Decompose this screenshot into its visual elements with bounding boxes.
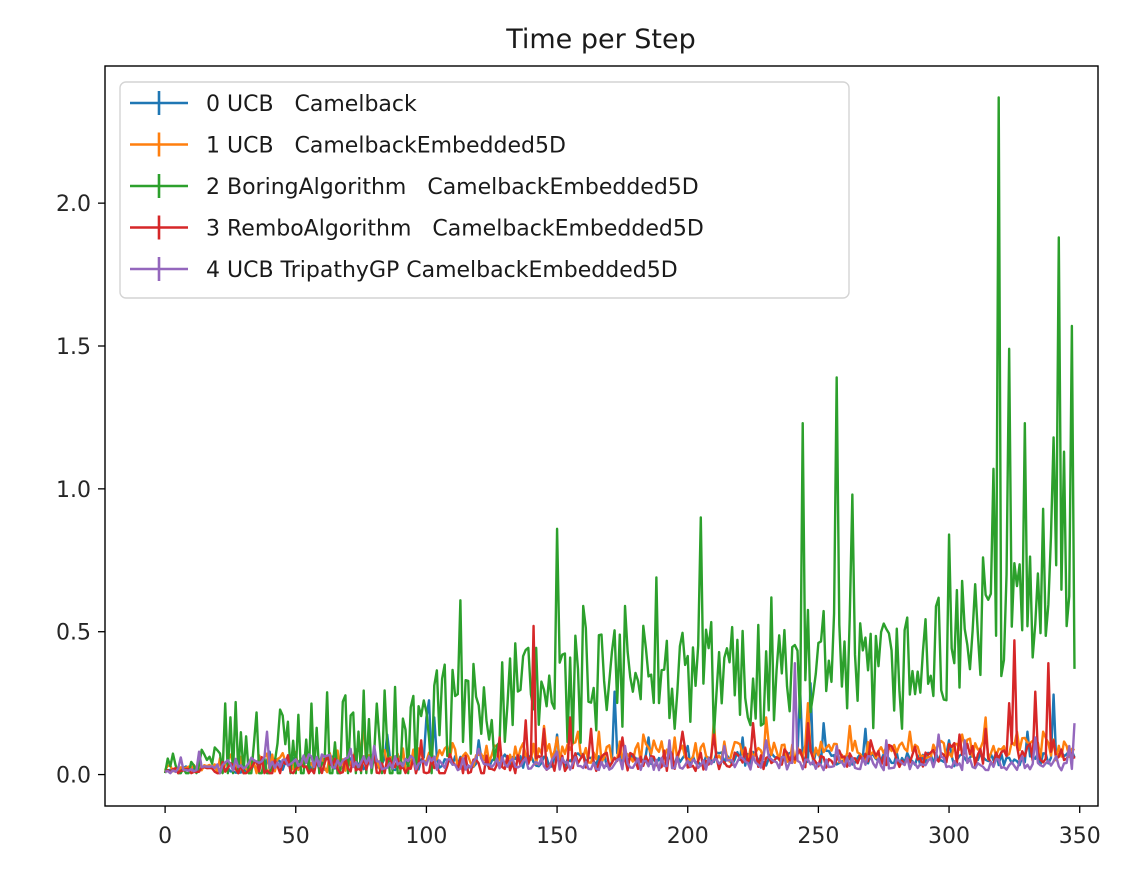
- y-tick-label: 0.5: [56, 621, 91, 646]
- axes-layer: 0 50 100 150 200 250 300 350 0.0 0.5 1.0 1.5 2.0: [56, 65, 1101, 849]
- x-tick-label: 300: [928, 824, 970, 849]
- x-tick-label: 0: [158, 824, 172, 849]
- plot-frame: [104, 65, 1099, 807]
- legend: 0 UCB Camelback 1 UCB CamelbackEmbedded5D…: [119, 81, 850, 299]
- legend-label: 4 UCB TripathyGP CamelbackEmbedded5D: [206, 258, 678, 283]
- legend-label: 0 UCB Camelback: [206, 92, 417, 117]
- x-tick-label: 250: [797, 824, 839, 849]
- series-line-2: [163, 96, 1076, 775]
- x-tick-label: 350: [1059, 824, 1101, 849]
- x-tick-label: 200: [667, 824, 709, 849]
- legend-label: 2 BoringAlgorithm CamelbackEmbedded5D: [206, 175, 699, 200]
- legend-label: 3 RemboAlgorithm CamelbackEmbedded5D: [206, 217, 704, 242]
- series-layer: [163, 96, 1076, 775]
- legend-label: 1 UCB CamelbackEmbedded5D: [206, 134, 566, 159]
- x-tick-label: 100: [405, 824, 447, 849]
- y-tick-label: 1.0: [56, 478, 91, 503]
- x-tick-label: 150: [536, 824, 578, 849]
- y-tick-label: 0.0: [56, 764, 91, 789]
- y-tick-label: 1.5: [56, 335, 91, 360]
- chart-title: Time per Step: [505, 24, 696, 55]
- series-line-4: [164, 661, 1076, 775]
- legend-box: [119, 81, 850, 299]
- x-tick-label: 50: [282, 824, 310, 849]
- y-tick-label: 2.0: [56, 192, 91, 217]
